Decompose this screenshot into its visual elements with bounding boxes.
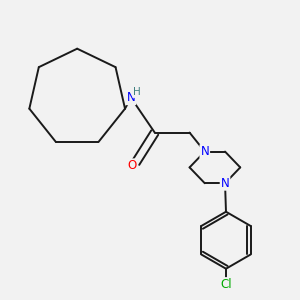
Text: N: N	[127, 91, 135, 104]
Text: N: N	[200, 145, 209, 158]
Text: H: H	[134, 87, 141, 97]
Text: Cl: Cl	[220, 278, 232, 291]
Text: N: N	[221, 177, 230, 190]
Text: O: O	[127, 159, 136, 172]
